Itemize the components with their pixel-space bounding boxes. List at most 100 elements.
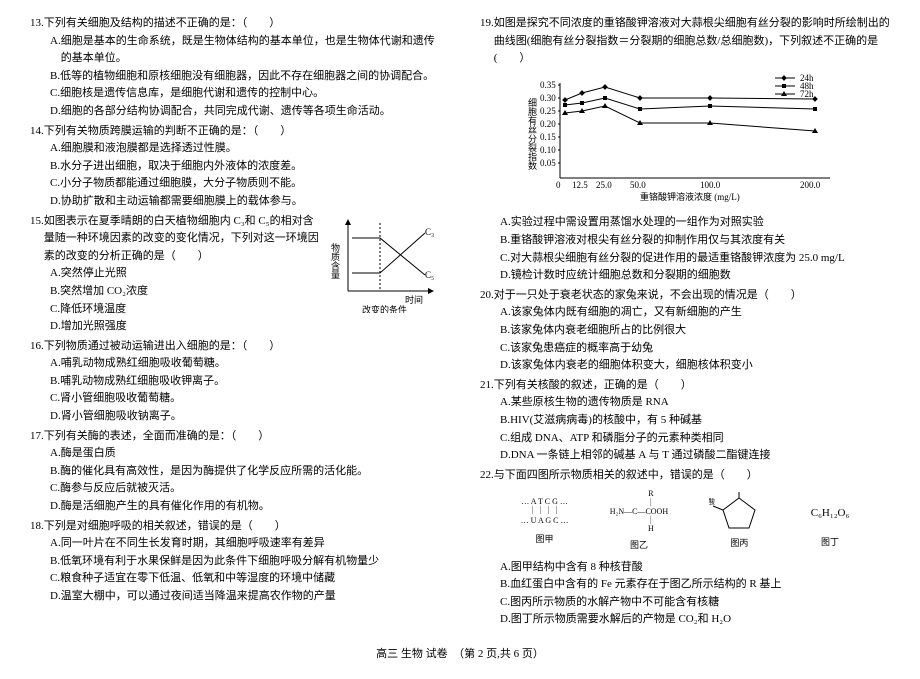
q-text: 下列有关物质跨膜运输的判断不正确的是：（ ） (44, 123, 440, 141)
opt-label: D. (50, 498, 61, 516)
opt-label: B. (50, 373, 60, 391)
opt-text: 哺乳动物成熟红细胞吸收葡萄糖。 (61, 355, 440, 373)
opt-text: 实验过程中需设置用蒸馏水处理的一组作为对照实验 (511, 214, 890, 232)
q-num: 18. (30, 518, 44, 536)
opt-label: A. (50, 355, 61, 373)
q-text: 下列有关酶的表述，全面而准确的是：（ ） (44, 428, 440, 446)
q-text: 如图表示在夏季晴朗的白天植物细胞内 C₃和 C₅的相对含量随一种环境因素的改变的… (44, 213, 322, 266)
opt-text: 细胞的各部分结构协调配合，共同完成代谢、遗传等各项生命活动。 (61, 103, 440, 121)
fig-c-label: 图丙 (709, 536, 769, 550)
opt-label: A. (500, 214, 511, 232)
q-text: 下列有关细胞及结构的描述不正确的是：（ ） (44, 15, 440, 33)
opt-label: C. (50, 570, 60, 588)
fig-d-label: 图丁 (811, 535, 850, 549)
chart-19: 细胞有丝分裂指数 0.350.300.250.200.150.100.05 01… (520, 73, 890, 210)
question-15: 物质含量 时间 C₃ C₅ 改变的条件 15.如图表示在夏季晴朗的白天植物细胞内… (30, 213, 440, 336)
svg-text:0.35: 0.35 (540, 80, 556, 90)
svg-text:0.05: 0.05 (540, 158, 556, 168)
opt-text: 图丁所示物质需要水解后的产物是 CO₂和 H₂O (511, 611, 890, 629)
svg-text:0.15: 0.15 (540, 132, 556, 142)
opt-text: 对大蒜根尖细胞有丝分裂的促进作用的最适重铬酸钾浓度为 25.0 mg/L (510, 250, 890, 268)
opt-text: 降低环境温度 (60, 301, 322, 319)
svg-text:0.30: 0.30 (540, 93, 556, 103)
svg-text:0: 0 (556, 180, 561, 190)
legend-72h: 72h (800, 89, 814, 99)
svg-text:0.10: 0.10 (540, 145, 556, 155)
question-19: 19.如图是探究不同浓度的重铬酸钾溶液对大蒜根尖细胞有丝分裂的影响时所绘制出的曲… (480, 15, 890, 285)
q-num: 17. (30, 428, 44, 446)
opt-label: D. (50, 193, 61, 211)
left-column: 13.下列有关细胞及结构的描述不正确的是：（ ） A.细胞是基本的生命系统，既是… (30, 15, 440, 631)
opt-text: 该家兔患癌症的概率高于幼兔 (510, 340, 890, 358)
question-20: 20.对于一只处于衰老状态的家兔来说，不会出现的情况是（ ） A.该家兔体内既有… (480, 287, 890, 375)
opt-label: A. (50, 535, 61, 553)
opt-text: 酶是活细胞产生的具有催化作用的有机物。 (61, 498, 440, 516)
question-22: 22.与下面四图所示物质相关的叙述中，错误的是（ ） … A T C G … ｜… (480, 467, 890, 629)
opt-text: DNA 一条链上相邻的碱基 A 与 T 通过磷酸二酯键连接 (511, 447, 890, 465)
opt-text: 增加光照强度 (61, 318, 322, 336)
q-text: 下列是对细胞呼吸的相关叙述，错误的是（ ） (44, 518, 440, 536)
opt-label: C. (50, 175, 60, 193)
opt-label: D. (50, 408, 61, 426)
opt-text: 突然增加 CO₂浓度 (60, 283, 322, 301)
q-text: 下列物质通过被动运输进出入细胞的是：（ ） (44, 338, 440, 356)
opt-label: B. (50, 283, 60, 301)
svg-text:200.0: 200.0 (800, 180, 821, 190)
opt-label: B. (500, 232, 510, 250)
opt-label: D. (500, 447, 511, 465)
q-num: 20. (480, 287, 494, 305)
fig-d: C₆H₁₂O₆ 图丁 (811, 493, 850, 549)
opt-text: HIV(艾滋病病毒)的核酸中，有 5 种碱基 (510, 412, 890, 430)
fig-b: R ｜ H₂N—C—COOH ｜ H 图乙 (610, 490, 668, 552)
bottom-label: 改变的条件 (362, 304, 407, 313)
opt-text: 细胞核是遗传信息库，是细胞代谢和遗传的控制中心。 (60, 85, 440, 103)
fig-b-label: 图乙 (610, 538, 668, 552)
opt-label: C. (50, 85, 60, 103)
opt-text: 协助扩散和主动运输都需要细胞膜上的载体参与。 (61, 193, 440, 211)
y-label: 物质含量 (330, 241, 340, 278)
opt-label: B. (50, 158, 60, 176)
opt-text: 酶的催化具有高效性，是因为酶提供了化学反应所需的活化能。 (60, 463, 440, 481)
opt-text: 重铬酸钾溶液对根尖有丝分裂的抑制作用仅与其浓度有关 (510, 232, 890, 250)
question-21: 21.下列有关核酸的叙述，正确的是（ ） A.某些原核生物的遗传物质是 RNA … (480, 377, 890, 465)
opt-text: 血红蛋白中含有的 Fe 元素存在于图乙所示结构的 R 基上 (510, 576, 890, 594)
q-text: 如图是探究不同浓度的重铬酸钾溶液对大蒜根尖细胞有丝分裂的影响时所绘制出的曲线图(… (494, 15, 890, 68)
opt-text: 细胞是基本的生命系统，既是生物体结构的基本单位，也是生物体代谢和遗传的基本单位。 (61, 33, 440, 68)
opt-text: 哺乳动物成熟红细胞吸收钾离子。 (60, 373, 440, 391)
question-13: 13.下列有关细胞及结构的描述不正确的是：（ ） A.细胞是基本的生命系统，既是… (30, 15, 440, 121)
svg-text:100.0: 100.0 (700, 180, 721, 190)
opt-text: 该家兔体内衰老细胞所占的比例很大 (510, 322, 890, 340)
q-text: 下列有关核酸的叙述，正确的是（ ） (494, 377, 890, 395)
opt-label: D. (50, 103, 61, 121)
opt-label: D. (500, 611, 511, 629)
q-num: 14. (30, 123, 44, 141)
figures-22: … A T C G … ｜｜｜｜ … U A G C … 图甲 R ｜ H₂N—… (500, 490, 870, 552)
question-17: 17.下列有关酶的表述，全面而准确的是：（ ） A.酶是蛋白质 B.酶的催化具有… (30, 428, 440, 516)
opt-text: 图甲结构中含有 8 种核苷酸 (511, 559, 890, 577)
opt-label: B. (50, 68, 60, 86)
right-column: 19.如图是探究不同浓度的重铬酸钾溶液对大蒜根尖细胞有丝分裂的影响时所绘制出的曲… (480, 15, 890, 631)
x-label: 时间 (405, 294, 423, 305)
svg-text:磷酸: 磷酸 (709, 497, 715, 506)
fig-c: 碱基 磷酸 图丙 (709, 492, 769, 551)
question-18: 18.下列是对细胞呼吸的相关叙述，错误的是（ ） A.同一叶片在不同生长发育时期… (30, 518, 440, 606)
opt-label: B. (500, 322, 510, 340)
opt-label: D. (500, 267, 511, 285)
q-text: 对于一只处于衰老状态的家兔来说，不会出现的情况是（ ） (494, 287, 890, 305)
y-label: 细胞有丝分裂指数 (527, 97, 537, 171)
opt-text: 水分子进出细胞，取决于细胞内外液体的浓度差。 (60, 158, 440, 176)
q-text: 与下面四图所示物质相关的叙述中，错误的是（ ） (494, 467, 890, 485)
opt-text: 肾小管细胞吸收葡萄糖。 (60, 390, 440, 408)
opt-text: 酶参与反应后就被灭活。 (60, 480, 440, 498)
opt-text: 该家兔体内衰老的细胞体积变大，细胞核体积变小 (511, 357, 890, 375)
opt-label: C. (500, 340, 510, 358)
x-label: 重铬酸钾溶液浓度 (mg/L) (640, 191, 740, 202)
opt-label: B. (50, 463, 60, 481)
opt-label: A. (50, 33, 61, 51)
opt-label: C. (500, 594, 510, 612)
opt-label: A. (500, 559, 511, 577)
opt-label: B. (500, 412, 510, 430)
opt-label: B. (500, 576, 510, 594)
q-num: 13. (30, 15, 44, 33)
question-14: 14.下列有关物质跨膜运输的判断不正确的是：（ ） A.细胞膜和液泡膜都是选择透… (30, 123, 440, 211)
